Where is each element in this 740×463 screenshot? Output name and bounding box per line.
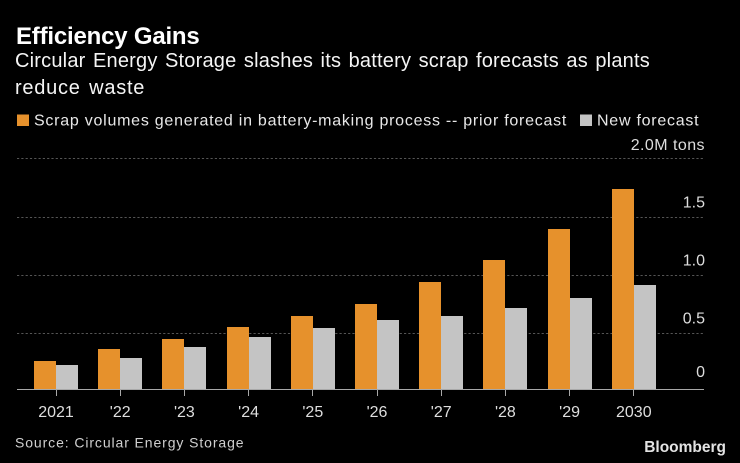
svg-text:'25: '25 [302, 404, 323, 421]
svg-text:'23: '23 [174, 404, 195, 421]
svg-text:'27: '27 [431, 404, 452, 421]
svg-text:Bloomberg: Bloomberg [644, 439, 726, 456]
svg-text:0.5: 0.5 [683, 311, 705, 328]
svg-text:Source: Circular Energy Storag: Source: Circular Energy Storage [15, 435, 244, 451]
svg-text:2021: 2021 [38, 404, 74, 421]
svg-text:Circular Energy Storage slashe: Circular Energy Storage slashes its batt… [15, 50, 650, 72]
svg-text:Scrap volumes generated in bat: Scrap volumes generated in battery-makin… [34, 113, 567, 130]
svg-text:2030: 2030 [616, 404, 652, 421]
svg-text:1.5: 1.5 [683, 195, 705, 212]
svg-text:'26: '26 [367, 404, 388, 421]
svg-text:'29: '29 [559, 404, 580, 421]
svg-text:0: 0 [696, 364, 705, 381]
svg-text:1.0: 1.0 [683, 253, 705, 270]
svg-text:reduce waste: reduce waste [15, 77, 145, 99]
svg-text:'22: '22 [110, 404, 131, 421]
svg-text:2.0M tons: 2.0M tons [631, 137, 705, 154]
svg-text:'28: '28 [495, 404, 516, 421]
svg-text:Efficiency Gains: Efficiency Gains [16, 23, 200, 50]
svg-text:'24: '24 [238, 404, 259, 421]
svg-text:New forecast: New forecast [597, 113, 699, 130]
